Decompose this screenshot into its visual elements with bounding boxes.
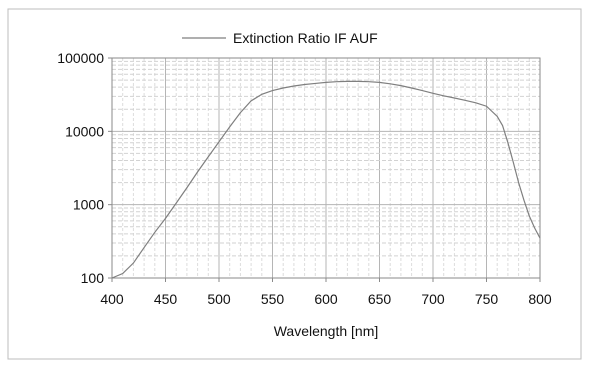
x-tick-label: 750 (475, 291, 499, 307)
x-tick-label: 500 (207, 291, 231, 307)
x-axis-label: Wavelength [nm] (274, 323, 379, 339)
x-tick-label: 450 (154, 291, 178, 307)
y-axis: 100 1000 10000 100000 (57, 50, 112, 286)
y-tick-label: 100 (81, 270, 105, 286)
x-tick-label: 600 (314, 291, 338, 307)
y-tick-label: 10000 (65, 123, 104, 139)
x-tick-label: 550 (261, 291, 285, 307)
legend-label: Extinction Ratio IF AUF (233, 30, 378, 46)
x-tick-label: 700 (421, 291, 445, 307)
chart-border (7, 8, 582, 360)
x-tick-label: 400 (100, 291, 124, 307)
x-tick-label: 650 (368, 291, 392, 307)
y-tick-label: 1000 (73, 197, 104, 213)
series-line-extinction-ratio (111, 80, 541, 279)
grid (111, 58, 541, 279)
x-axis: 400 450 500 550 600 650 700 750 800 (100, 278, 552, 307)
y-tick-label: 100000 (57, 50, 104, 66)
x-tick-label: 800 (528, 291, 552, 307)
legend: Extinction Ratio IF AUF (182, 30, 378, 46)
